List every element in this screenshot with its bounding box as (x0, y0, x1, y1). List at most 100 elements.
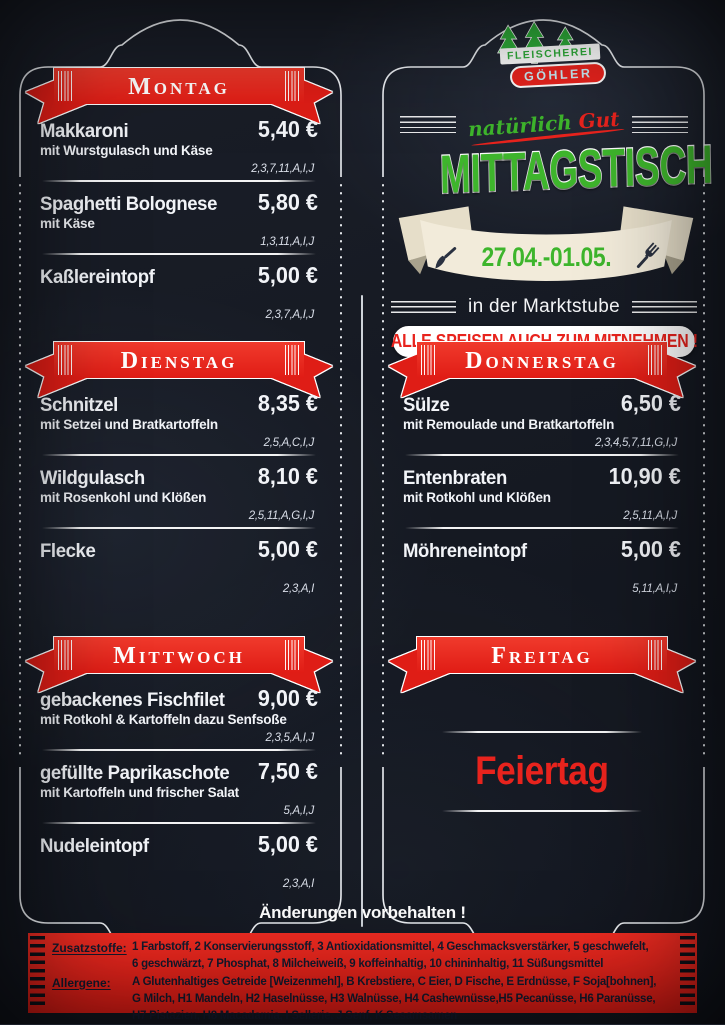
dish-name: Schnitzel (40, 394, 118, 417)
dish: Sülze 6,50 € mit Remoulade und Bratkartof… (403, 390, 681, 451)
location-row: in der Marktstube (391, 296, 697, 318)
dish-divider (442, 731, 642, 733)
changes-note: Änderungen vorbehalten ! (0, 903, 725, 923)
dish-allergen-codes: 2,3,7,A,I,J (40, 309, 314, 323)
dish-allergen-codes: 2,5,11,A,I,J (403, 510, 677, 524)
date-row: 27.04.-01.05. (391, 204, 701, 294)
dish-description (40, 563, 318, 580)
dish-allergen-codes: 5,11,A,I,J (403, 583, 677, 597)
dish-price: 5,00 € (258, 831, 318, 858)
day-name: Mittwoch (113, 642, 245, 668)
butcher-logo: FLEISCHEREI GÖHLER (454, 20, 634, 108)
holiday-block: Feiertag (403, 731, 681, 812)
allergens-row: Allergene: A Glutenhaltiges Getreide [We… (52, 974, 657, 1025)
day-section-donnerstag: Donnerstag Sülze 6,50 € mit Remoulade und… (403, 342, 681, 599)
dish-name: gebackenes Fischfilet (40, 689, 225, 712)
dish-divider (42, 180, 316, 182)
dish-divider (42, 253, 316, 255)
additives-row: Zusatzstoffe: 1 Farbstoff, 2 Konservieru… (52, 939, 657, 974)
ribbon-band: Freitag (417, 637, 667, 673)
dish-price: 8,35 € (258, 390, 318, 417)
dish-allergen-codes: 5,A,I,J (40, 805, 314, 819)
dish-price: 5,00 € (258, 262, 318, 289)
dish-allergen-codes: 2,5,11,A,G,I,J (40, 510, 314, 524)
dish: gebackenes Fischfilet 9,00 € mit Rotkohl … (40, 685, 318, 746)
dish-divider (405, 454, 679, 456)
dish-description: mit Remoulade und Bratkartoffeln (403, 417, 681, 434)
dish-name: Möhreneintopf (403, 540, 527, 563)
day-ribbon: Mittwoch (54, 637, 304, 673)
dish-price: 7,50 € (258, 758, 318, 785)
day-ribbon: Montag (54, 68, 304, 104)
fork-icon (630, 240, 664, 274)
dish-allergen-codes: 2,3,A,I (40, 583, 314, 597)
dish-description: mit Wurstgulasch und Käse (40, 143, 318, 160)
dish-divider (42, 454, 316, 456)
ribbon-band: Dienstag (54, 342, 304, 378)
dish-allergen-codes: 1,3,11,A,I,J (40, 236, 314, 250)
day-section-freitag: Freitag Feiertag (403, 637, 681, 812)
dish-name: Spaghetti Bolognese (40, 193, 217, 216)
date-banner: 27.04.-01.05. (391, 204, 701, 294)
dish-allergen-codes: 2,3,A,I (40, 878, 314, 892)
day-name: Dienstag (121, 347, 238, 373)
location-label: in der Marktstube (468, 296, 620, 318)
dish-name: Kaßlereintopf (40, 266, 154, 289)
day-name: Donnerstag (465, 347, 619, 373)
dish-divider (42, 822, 316, 824)
dish-price: 6,50 € (621, 390, 681, 417)
additives-text: 1 Farbstoff, 2 Konservierungsstoff, 3 An… (132, 939, 657, 974)
dish-allergen-codes: 2,3,4,5,7,11,G,I,J (403, 437, 677, 451)
dish-divider (405, 527, 679, 529)
logo-goehler-label: GÖHLER (509, 61, 607, 88)
dish-description: mit Rotkohl & Kartoffeln dazu Senfsoße (40, 712, 318, 729)
dish-name: Flecke (40, 540, 95, 563)
dish-name: gefüllte Paprikaschote (40, 762, 229, 785)
day-section-mittwoch: Mittwoch gebackenes Fischfilet 9,00 € mit… (40, 637, 318, 894)
dish-description: mit Kartoffeln und frischer Salat (40, 785, 318, 802)
day-ribbon: Donnerstag (417, 342, 667, 378)
dish-description: mit Rotkohl und Klößen (403, 490, 681, 507)
additives-label: Zusatzstoffe: (52, 939, 132, 957)
dish-divider (42, 749, 316, 751)
dish-price: 5,00 € (621, 536, 681, 563)
decorative-lines-right (632, 116, 688, 133)
ribbon-band: Mittwoch (54, 637, 304, 673)
ribbon-band: Montag (54, 68, 304, 104)
dish-allergen-codes: 2,3,5,A,I,J (40, 732, 314, 746)
dish-divider (442, 810, 642, 812)
decorative-lines-left (391, 301, 456, 314)
column-divider (361, 295, 363, 927)
dish-description (40, 289, 318, 306)
day-name: Montag (128, 73, 230, 99)
ribbon-band: Donnerstag (417, 342, 667, 378)
dish: Kaßlereintopf 5,00 € 2,3,7,A,I,J (40, 262, 318, 323)
day-name: Freitag (491, 642, 592, 668)
dish-name: Makkaroni (40, 120, 128, 143)
dish: Möhreneintopf 5,00 € 5,11,A,I,J (403, 536, 681, 597)
dish-price: 5,80 € (258, 189, 318, 216)
dish-name: Wildgulasch (40, 467, 145, 490)
dish-price: 5,00 € (258, 536, 318, 563)
dish-price: 10,90 € (609, 463, 681, 490)
dish-name: Sülze (403, 394, 449, 417)
allergens-text: A Glutenhaltiges Getreide [Weizenmehl], … (132, 974, 657, 1025)
decorative-lines-left (400, 116, 456, 133)
decorative-lines-right (632, 301, 697, 314)
dish-price: 9,00 € (258, 685, 318, 712)
day-ribbon: Dienstag (54, 342, 304, 378)
tagline-word-2: Gut (578, 107, 620, 134)
dish: gefüllte Paprikaschote 7,50 € mit Kartoff… (40, 758, 318, 819)
dish-divider (42, 527, 316, 529)
dish-price: 8,10 € (258, 463, 318, 490)
